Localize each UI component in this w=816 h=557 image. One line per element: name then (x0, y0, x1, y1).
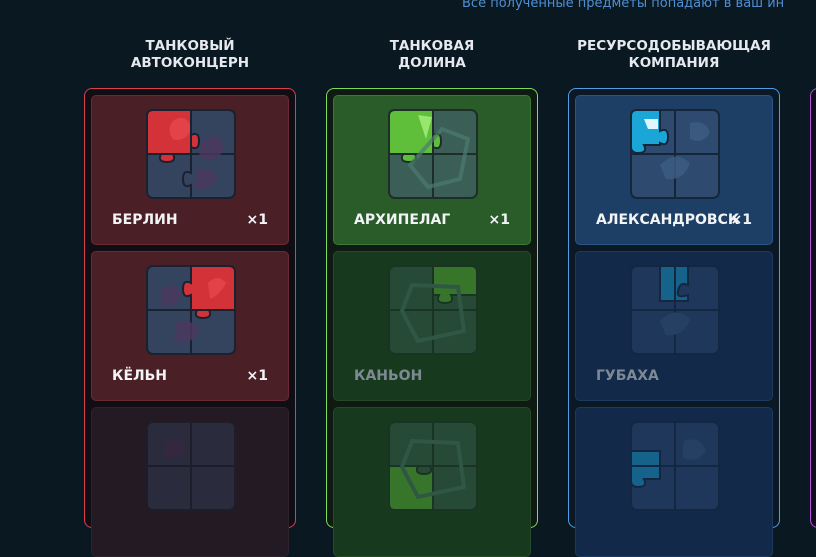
card-name: АЛЕКСАНДРОВСК (596, 212, 740, 228)
collection-column-resource-company: АЛЕКСАНДРОВСК ×1 ГУБАХА (568, 88, 780, 557)
collection-card-canyon[interactable]: КАНЬОН (333, 251, 531, 401)
card-name: КЁЛЬН (112, 368, 168, 384)
column-title-tank-concern: ТАНКОВЫЙ АВТОКОНЦЕРН (80, 38, 300, 72)
column-title-line2: ДОЛИНА (398, 55, 466, 71)
column-title-line1: ТАНКОВАЯ (389, 38, 475, 54)
puzzle-icon (388, 421, 478, 511)
collection-card-locked[interactable] (333, 407, 531, 557)
collection-card-locked[interactable] (91, 407, 289, 557)
puzzle-icon (388, 109, 478, 199)
collection-card-berlin[interactable]: БЕРЛИН ×1 (91, 95, 289, 245)
card-quantity: ×1 (488, 212, 510, 228)
card-name: АРХИПЕЛАГ (354, 212, 451, 228)
puzzle-icon (630, 421, 720, 511)
collection-card-archipelago[interactable]: АРХИПЕЛАГ ×1 (333, 95, 531, 245)
puzzle-icon (146, 265, 236, 355)
card-name: КАНЬОН (354, 368, 423, 384)
collection-card-koln[interactable]: КЁЛЬН ×1 (91, 251, 289, 401)
column-title-resource-company: РЕСУРСОДОБЫВАЮЩАЯ КОМПАНИЯ (564, 38, 784, 72)
puzzle-icon (630, 109, 720, 199)
collection-card-locked[interactable] (575, 407, 773, 557)
collection-column-tank-valley: АРХИПЕЛАГ ×1 КАНЬОН (326, 88, 538, 557)
column-title-line2: АВТОКОНЦЕРН (130, 55, 250, 71)
card-quantity: ×1 (246, 212, 268, 228)
collection-card-gubakha[interactable]: ГУБАХА (575, 251, 773, 401)
collection-card-alexandrovsk[interactable]: АЛЕКСАНДРОВСК ×1 (575, 95, 773, 245)
inventory-note: Все полученные предметы попадают в ваш и… (462, 0, 785, 11)
column-title-tank-valley: ТАНКОВАЯ ДОЛИНА (322, 38, 542, 72)
card-quantity: ×1 (246, 368, 268, 384)
column-title-line1: РЕСУРСОДОБЫВАЮЩАЯ (577, 38, 771, 54)
card-quantity: ×1 (730, 212, 752, 228)
collection-column-tank-concern: БЕРЛИН ×1 КЁЛЬН ×1 (84, 88, 296, 557)
collection-column-partial (810, 88, 816, 528)
puzzle-icon (388, 265, 478, 355)
card-name: БЕРЛИН (112, 212, 178, 228)
puzzle-icon (146, 109, 236, 199)
column-title-line2: КОМПАНИЯ (628, 55, 720, 71)
card-name: ГУБАХА (596, 368, 659, 384)
puzzle-icon (630, 265, 720, 355)
puzzle-icon (146, 421, 236, 511)
column-title-line1: ТАНКОВЫЙ (145, 38, 235, 54)
